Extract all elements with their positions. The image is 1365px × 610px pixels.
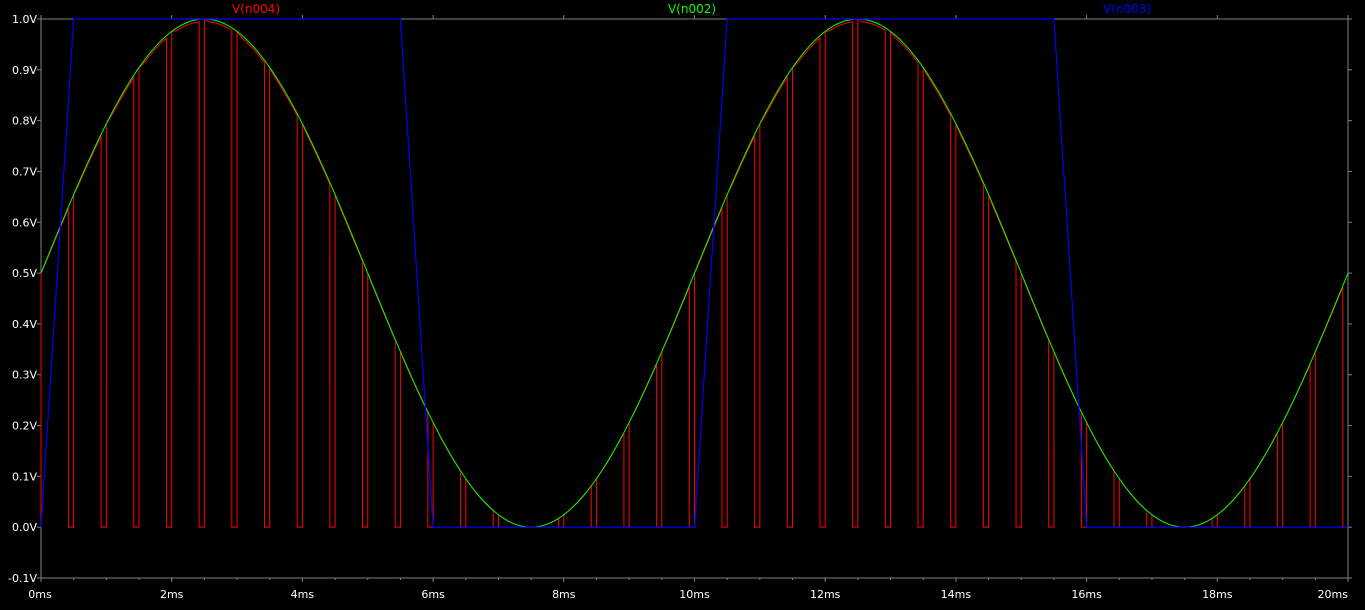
x-tick-label: 16ms <box>1071 588 1102 601</box>
x-tick-label: 2ms <box>160 588 184 601</box>
y-tick-label: 0.4V <box>12 318 37 331</box>
legend-label-vn003[interactable]: V(n003) <box>1103 2 1151 16</box>
y-tick-label: 0.9V <box>12 64 37 77</box>
x-tick-label: 8ms <box>552 588 576 601</box>
x-tick-label: 10ms <box>679 588 710 601</box>
y-tick-label: 0.5V <box>12 267 37 280</box>
x-tick-label: 12ms <box>810 588 841 601</box>
legend-label-vn002[interactable]: V(n002) <box>668 2 716 16</box>
y-tick-label: 0.7V <box>12 165 37 178</box>
legend-label-vn004[interactable]: V(n004) <box>232 2 280 16</box>
x-tick-label: 18ms <box>1202 588 1233 601</box>
x-tick-label: 6ms <box>421 588 445 601</box>
x-tick-label: 0ms <box>28 588 52 601</box>
y-tick-label: 1.0V <box>12 13 37 26</box>
x-tick-label: 20ms <box>1318 588 1349 601</box>
y-tick-label: -0.1V <box>8 572 37 585</box>
x-tick-label: 4ms <box>291 588 315 601</box>
y-tick-label: 0.1V <box>12 470 37 483</box>
y-tick-label: 0.6V <box>12 216 37 229</box>
y-tick-label: 0.2V <box>12 420 37 433</box>
x-tick-label: 14ms <box>941 588 972 601</box>
y-tick-label: 0.0V <box>12 521 37 534</box>
y-tick-label: 0.8V <box>12 115 37 128</box>
y-tick-label: 0.3V <box>12 369 37 382</box>
